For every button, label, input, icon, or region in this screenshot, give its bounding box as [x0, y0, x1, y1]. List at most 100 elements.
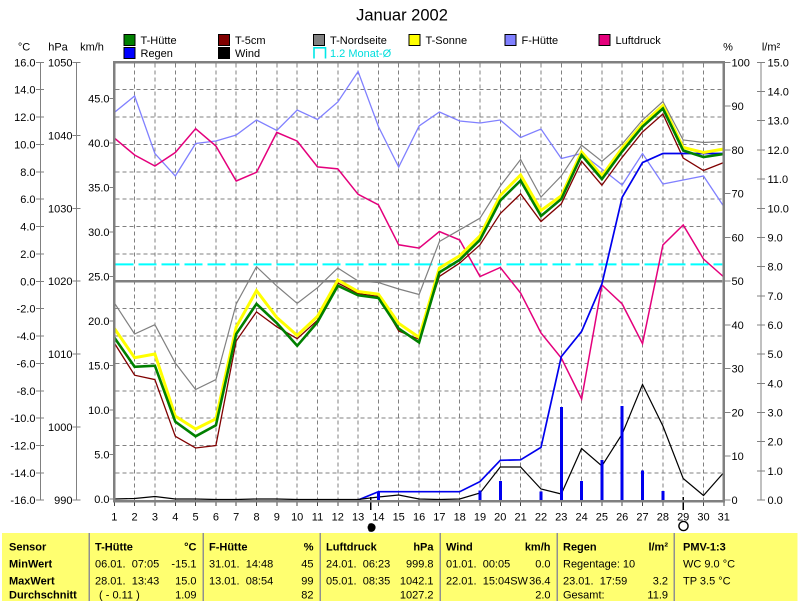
- svg-text:T-5cm: T-5cm: [235, 35, 266, 47]
- svg-text:Luftdruck: Luftdruck: [326, 542, 378, 554]
- svg-text:30.0: 30.0: [88, 227, 109, 239]
- svg-text:10.0: 10.0: [14, 140, 35, 152]
- svg-text:Regen: Regen: [141, 48, 173, 60]
- svg-text:25: 25: [596, 512, 608, 524]
- svg-text:0: 0: [732, 495, 738, 507]
- svg-text:100: 100: [732, 57, 750, 69]
- svg-text:1: 1: [111, 512, 117, 524]
- svg-text:1027.2: 1027.2: [400, 590, 434, 601]
- svg-text:2.0: 2.0: [768, 437, 783, 449]
- svg-text:40: 40: [732, 320, 744, 332]
- svg-text:5: 5: [193, 512, 199, 524]
- svg-text:T-Nordseite: T-Nordseite: [330, 35, 387, 47]
- svg-text:-14.0: -14.0: [10, 468, 35, 480]
- svg-text:6: 6: [213, 512, 219, 524]
- svg-text:-6.0: -6.0: [17, 358, 36, 370]
- svg-text:4.0: 4.0: [768, 378, 783, 390]
- svg-text:6.0: 6.0: [768, 320, 783, 332]
- svg-text:13: 13: [352, 512, 364, 524]
- svg-text:13.01. 08:54: 13.01. 08:54: [209, 576, 273, 588]
- svg-text:3.0: 3.0: [768, 408, 783, 420]
- svg-text:50: 50: [732, 276, 744, 288]
- svg-text:TP 3.5 °C: TP 3.5 °C: [683, 576, 731, 588]
- svg-text:2.0: 2.0: [20, 249, 35, 261]
- svg-text:1050: 1050: [48, 57, 72, 69]
- svg-text:9.0: 9.0: [768, 232, 783, 244]
- svg-text:-16.0: -16.0: [10, 495, 35, 507]
- svg-text:14.0: 14.0: [768, 87, 789, 99]
- svg-text:-8.0: -8.0: [17, 386, 36, 398]
- svg-text:5.0: 5.0: [768, 349, 783, 361]
- svg-text:1040: 1040: [48, 130, 72, 142]
- svg-text:hPa: hPa: [413, 542, 434, 554]
- svg-text:30: 30: [697, 512, 709, 524]
- svg-text:90: 90: [732, 101, 744, 113]
- svg-text:1030: 1030: [48, 203, 72, 215]
- svg-text:10: 10: [732, 451, 744, 463]
- svg-text:0.0: 0.0: [94, 494, 109, 506]
- svg-text:8: 8: [253, 512, 259, 524]
- svg-text:7: 7: [233, 512, 239, 524]
- svg-text:9: 9: [274, 512, 280, 524]
- svg-text:06.01. 07:05: 06.01. 07:05: [95, 559, 159, 571]
- svg-text:40.0: 40.0: [88, 138, 109, 150]
- svg-text:26: 26: [616, 512, 628, 524]
- svg-text:4: 4: [172, 512, 178, 524]
- svg-text:Sensor: Sensor: [9, 542, 47, 554]
- svg-text:15.0: 15.0: [175, 576, 196, 588]
- svg-text:29: 29: [677, 512, 689, 524]
- svg-text:WC 9.0 °C: WC 9.0 °C: [683, 559, 735, 571]
- svg-text:13.0: 13.0: [768, 116, 789, 128]
- svg-text:24: 24: [575, 512, 587, 524]
- svg-text:01.01. 00:05: 01.01. 00:05: [446, 559, 510, 571]
- svg-text:7.0: 7.0: [768, 291, 783, 303]
- svg-text:0.0: 0.0: [535, 559, 550, 571]
- svg-text:Regen: Regen: [563, 542, 597, 554]
- svg-text:1.2 Monat-Ø: 1.2 Monat-Ø: [330, 48, 392, 60]
- svg-text:F-Hütte: F-Hütte: [522, 35, 559, 47]
- svg-text:1020: 1020: [48, 276, 72, 288]
- svg-text:16: 16: [413, 512, 425, 524]
- svg-text:1000: 1000: [48, 422, 72, 434]
- svg-text:-15.1: -15.1: [171, 559, 196, 571]
- svg-text:°C: °C: [18, 42, 30, 54]
- svg-text:20: 20: [732, 408, 744, 420]
- svg-text:T-Sonne: T-Sonne: [426, 35, 468, 47]
- svg-text:15.0: 15.0: [768, 57, 789, 69]
- svg-text:30: 30: [732, 364, 744, 376]
- svg-text:20.0: 20.0: [88, 316, 109, 328]
- svg-text:05.01. 08:35: 05.01. 08:35: [326, 576, 390, 588]
- svg-text:10.0: 10.0: [88, 405, 109, 417]
- svg-text:35.0: 35.0: [88, 183, 109, 195]
- svg-text:Wind: Wind: [235, 48, 260, 60]
- svg-text:23: 23: [555, 512, 567, 524]
- svg-text:17: 17: [433, 512, 445, 524]
- svg-text:45: 45: [301, 559, 313, 571]
- svg-text:( - 0.11 ): ( - 0.11 ): [99, 590, 140, 601]
- svg-text:-12.0: -12.0: [10, 441, 35, 453]
- svg-text:990: 990: [54, 495, 72, 507]
- svg-text:1010: 1010: [48, 349, 72, 361]
- svg-text:-10.0: -10.0: [10, 413, 35, 425]
- svg-text:-4.0: -4.0: [17, 331, 36, 343]
- svg-text:3.2: 3.2: [653, 576, 668, 588]
- svg-text:km/h: km/h: [525, 542, 551, 554]
- svg-text:18: 18: [454, 512, 466, 524]
- svg-text:14.0: 14.0: [14, 85, 35, 97]
- svg-text:8.0: 8.0: [768, 262, 783, 274]
- svg-text:Wind: Wind: [446, 542, 473, 554]
- svg-text:0.0: 0.0: [20, 276, 35, 288]
- svg-text:PMV-1:3: PMV-1:3: [683, 542, 726, 554]
- svg-text:99: 99: [301, 576, 313, 588]
- svg-text:%: %: [723, 42, 733, 54]
- svg-text:T-Hütte: T-Hütte: [141, 35, 177, 47]
- svg-text:3: 3: [152, 512, 158, 524]
- svg-text:11.0: 11.0: [768, 174, 789, 186]
- svg-text:1.09: 1.09: [175, 590, 196, 601]
- svg-text:-2.0: -2.0: [17, 304, 36, 316]
- svg-text:23.01. 17:59: 23.01. 17:59: [563, 576, 627, 588]
- svg-text:31: 31: [718, 512, 730, 524]
- svg-text:36.4: 36.4: [529, 576, 550, 588]
- svg-text:0.0: 0.0: [768, 495, 783, 507]
- svg-text:8.0: 8.0: [20, 167, 35, 179]
